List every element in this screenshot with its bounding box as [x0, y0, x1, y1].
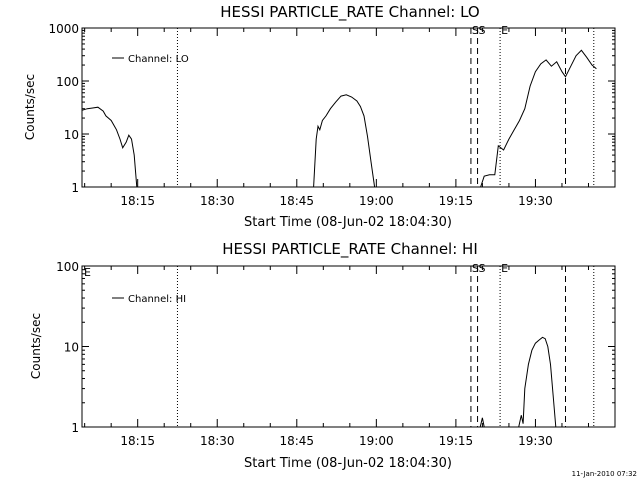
y-tick-label: 100 — [56, 260, 79, 274]
plot-frame — [81, 265, 616, 428]
flag-label: S — [472, 262, 479, 275]
x-tick-label: 19:15 — [439, 434, 474, 448]
x-tick-label: 18:15 — [120, 194, 155, 208]
x-axis: 18:15 18:30 18:45 19:00 19:15 19:30 — [84, 266, 616, 448]
x-tick-label: 19:15 — [439, 194, 474, 208]
x-tick-label: 18:30 — [200, 434, 235, 448]
chart-title: HESSI PARTICLE_RATE Channel: LO — [220, 3, 479, 22]
legend-label: Channel: HI — [128, 294, 186, 305]
legend: Channel: HI — [112, 294, 186, 305]
y-tick-label: 100 — [56, 75, 79, 89]
x-tick-label: 18:45 — [279, 434, 314, 448]
series-segment-2 — [480, 49, 597, 188]
series-segment-1 — [518, 336, 557, 428]
plot-frame — [81, 27, 616, 188]
series-group — [479, 336, 557, 428]
x-tick-label: 19:00 — [359, 194, 394, 208]
y-tick-label: 10 — [64, 341, 79, 355]
x-tick-label: 19:00 — [359, 434, 394, 448]
x-tick-label: 19:30 — [518, 434, 553, 448]
footer-timestamp: 11-Jan-2010 07:32 — [572, 470, 637, 478]
flag-lines: SSE — [176, 24, 595, 187]
x-tick-label: 19:30 — [518, 194, 553, 208]
y-axis-label: Counts/sec — [23, 74, 37, 140]
series-segment-0 — [479, 417, 485, 428]
series-group — [81, 49, 597, 188]
flag-label: E — [501, 262, 508, 275]
y-tick-label: 1000 — [48, 22, 79, 36]
chart-title: HESSI PARTICLE_RATE Channel: HI — [222, 240, 478, 259]
x-tick-label: 18:45 — [279, 194, 314, 208]
y-axis: 1 10 100 — [56, 260, 615, 435]
series-segment-0 — [81, 106, 138, 188]
chart-panel-hi: HESSI PARTICLE_RATE Channel: HI SSE 1101… — [29, 240, 616, 471]
flag-label: S — [472, 24, 479, 37]
x-tick-label: 18:30 — [200, 194, 235, 208]
series-segment-1 — [313, 94, 376, 188]
chart-panel-lo: HESSI PARTICLE_RATE Channel: LO SSE 1101… — [23, 3, 616, 230]
legend: Channel: LO — [112, 54, 189, 65]
y-tick-label: 1 — [71, 181, 79, 195]
x-axis-label: Start Time (08-Jun-02 18:04:30) — [244, 215, 452, 230]
x-tick-label: 18:15 — [120, 434, 155, 448]
x-axis: 18:15 18:30 18:45 19:00 19:15 19:30 — [84, 28, 616, 208]
y-tick-label: 1 — [71, 421, 79, 435]
y-axis-label: Counts/sec — [29, 313, 43, 379]
top-left-mark: E — [84, 266, 91, 279]
flag-label: E — [501, 24, 508, 37]
flag-lines: SSE — [176, 262, 595, 427]
y-tick-label: 10 — [64, 128, 79, 142]
x-axis-label: Start Time (08-Jun-02 18:04:30) — [244, 456, 452, 471]
y-axis: 1 10 100 1000 — [48, 22, 615, 195]
legend-label: Channel: LO — [128, 54, 189, 65]
